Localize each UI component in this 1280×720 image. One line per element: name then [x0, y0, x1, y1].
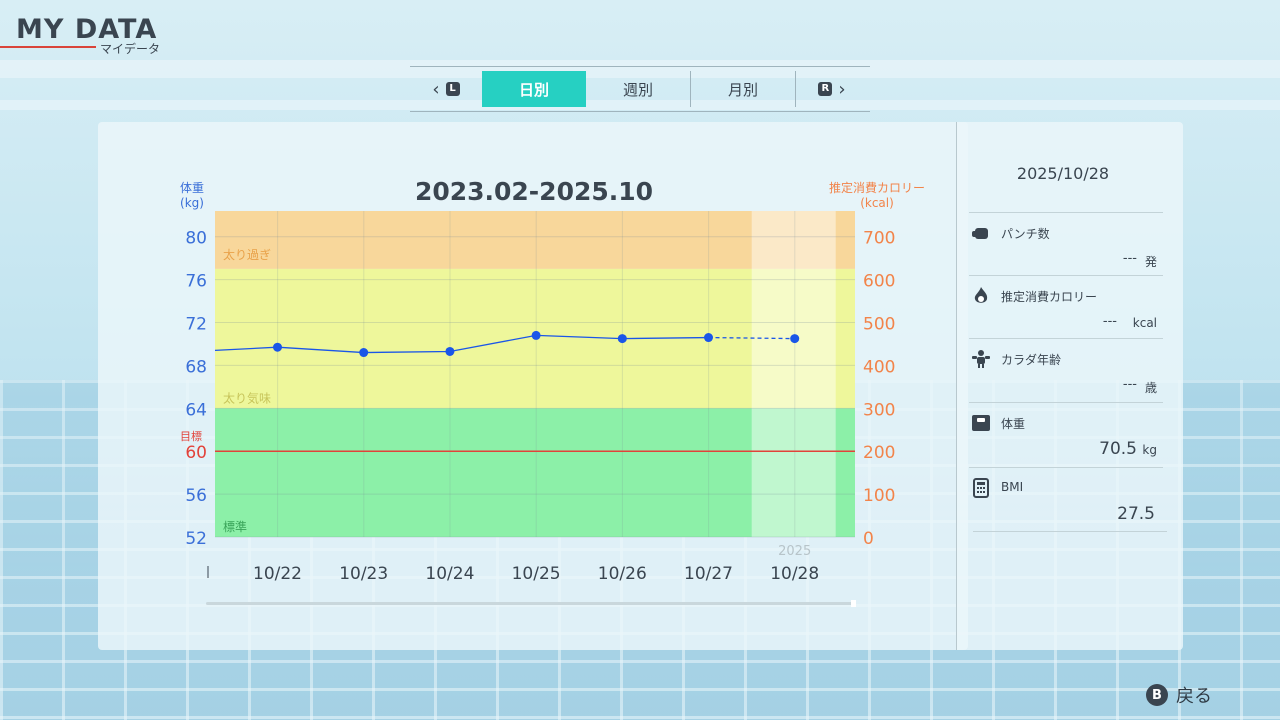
y2-tick-label: 0: [863, 529, 874, 549]
x-tick-label: 10/24: [425, 564, 474, 584]
zone-band: [215, 408, 855, 537]
weight-series-dashed-segment: [708, 336, 795, 340]
bmi-value: 27.5: [1117, 504, 1155, 524]
tab-monthly[interactable]: 月別: [727, 80, 758, 99]
calories-value: ---: [1102, 314, 1117, 329]
zone-band: [215, 211, 855, 269]
body-age-label: カラダ年齢: [1001, 353, 1062, 367]
detail-panel: 2025/10/28 パンチ数 --- 発 推定消費カロリー --- kcal …: [956, 122, 1183, 650]
calculator-icon: [973, 478, 989, 498]
y2-tick-label: 700: [863, 229, 895, 249]
y-tick-label: 68: [185, 357, 207, 377]
calories-label: 推定消費カロリー: [1001, 290, 1098, 304]
zone-label: 太り過ぎ: [223, 247, 271, 262]
y2-axis-unit: (kcal): [860, 196, 894, 210]
body-age-value: ---: [1122, 377, 1137, 392]
chevron-right-icon: ›: [838, 78, 846, 100]
y2-tick-label: 500: [863, 315, 895, 335]
y-tick-label: 80: [185, 229, 207, 249]
x-tick-label: 10/26: [598, 564, 647, 584]
tab-prev-button[interactable]: ‹ L: [410, 67, 482, 111]
year-label: 2025: [778, 544, 811, 559]
r-button-icon: R: [818, 82, 833, 96]
body-age-unit: 歳: [1144, 381, 1157, 395]
zone-label: 太り気味: [223, 390, 271, 405]
x-tick-label: 10/22: [253, 564, 302, 584]
bmi-label: BMI: [1001, 480, 1024, 494]
weight-data-point: [273, 342, 282, 352]
weight-data-point: [790, 334, 800, 344]
x-tick-label: 10/28: [770, 564, 819, 584]
flame-icon: [974, 287, 988, 303]
x-tick-label: 10/23: [339, 564, 388, 584]
target-label: 目標: [180, 429, 202, 443]
punch-count-row: パンチ数 --- 発: [969, 212, 1163, 277]
tab-next-button[interactable]: R ›: [796, 67, 868, 111]
zone-label: 標準: [223, 519, 247, 534]
y-axis-title: 体重: [180, 181, 204, 195]
y-tick-label: 52: [185, 529, 207, 549]
weight-unit: kg: [1142, 443, 1157, 457]
y-tick-label: 60: [185, 443, 207, 463]
y2-tick-label: 200: [863, 443, 895, 463]
weight-data-point: [617, 334, 627, 344]
body-age-row: カラダ年齢 --- 歳: [969, 338, 1163, 403]
scale-icon: [972, 415, 990, 431]
y-tick-label: 64: [185, 400, 207, 420]
x-tick-label: 10/25: [512, 564, 561, 584]
timeline-scroll-thumb: [851, 600, 856, 607]
chart-title: 2023.02-2025.10: [415, 177, 653, 206]
calories-unit: kcal: [1132, 316, 1157, 330]
tab-weekly[interactable]: 週別: [622, 80, 653, 99]
weight-chart: 52 56 60 64 68 72 76 80 目標 0 100 200 300 400 500 600 700…: [180, 177, 925, 607]
y-axis-unit: (kg): [180, 196, 204, 210]
y2-tick-label: 100: [863, 486, 895, 506]
y2-tick-label: 400: [863, 357, 895, 377]
background-streak: [0, 100, 1280, 110]
weight-value: 70.5: [1099, 439, 1137, 459]
weight-row: 体重 70.5 kg: [969, 402, 1163, 467]
weight-data-point: [704, 333, 713, 343]
chevron-left-icon: ‹: [432, 78, 440, 100]
selected-date: 2025/10/28: [1016, 164, 1110, 183]
divider: [973, 531, 1167, 532]
background-streak: [0, 60, 1280, 78]
tab-divider: [690, 71, 691, 107]
y2-tick-label: 600: [863, 272, 895, 292]
timeline-scrollbar: [206, 602, 856, 605]
y2-tick-label: 300: [863, 400, 895, 420]
tab-divider: [795, 71, 796, 107]
bmi-row: BMI 27.5: [969, 467, 1163, 532]
punch-count-value: ---: [1122, 251, 1137, 266]
calories-row: 推定消費カロリー --- kcal: [969, 275, 1163, 340]
weight-data-point: [359, 348, 369, 358]
y-tick-label: 56: [185, 486, 207, 506]
weight-data-point: [531, 330, 541, 340]
punch-count-unit: 発: [1144, 255, 1157, 269]
punch-icon: [972, 228, 988, 239]
weight-label: 体重: [1001, 417, 1026, 431]
y2-axis-title: 推定消費カロリー: [829, 180, 925, 195]
period-tabbar: ‹ L 日別 週別 月別 R ›: [410, 66, 870, 112]
page-subtitle: マイデータ: [100, 42, 161, 56]
l-button-icon: L: [445, 82, 460, 96]
x-tick-label: 10/27: [684, 564, 733, 584]
back-label: 戻る: [1176, 686, 1212, 707]
chart-panel: 52 56 60 64 68 72 76 80 目標 0 100 200 300 400 500 600 700…: [98, 122, 968, 650]
b-button-icon: B: [1146, 684, 1168, 706]
y-tick-label: 76: [185, 272, 207, 292]
punch-count-label: パンチ数: [1001, 227, 1050, 241]
body-age-icon: [972, 350, 990, 368]
back-button[interactable]: B 戻る: [1146, 682, 1212, 708]
selected-day-highlight: [751, 211, 836, 537]
title-underline: [0, 46, 96, 48]
page-title: MY DATA: [16, 14, 158, 45]
tab-daily[interactable]: 日別: [482, 71, 586, 107]
weight-data-point: [445, 346, 455, 356]
y-tick-label: 72: [185, 315, 207, 335]
